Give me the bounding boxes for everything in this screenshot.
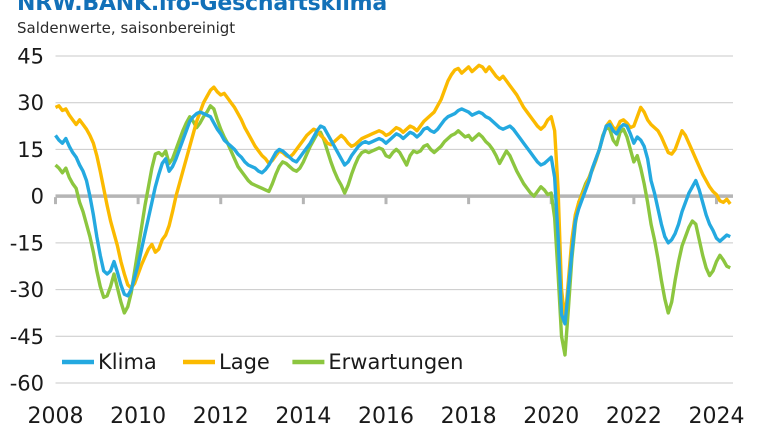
legend-label-erwartungen: Erwartungen (328, 350, 463, 374)
page-title: NRW.BANK.ifo-Geschäftsklima (17, 0, 388, 16)
y-axis-label: -15 (10, 231, 44, 255)
series-line-erwartungen (54, 104, 731, 357)
gridlines-group (55, 55, 733, 384)
x-axis-tickmarks (54, 197, 718, 205)
series-line-lage (54, 63, 732, 323)
x-axis-label: 2016 (358, 404, 414, 429)
x-axis-label: 2018 (441, 404, 497, 429)
y-axis-label: -45 (10, 325, 44, 349)
y-axis-tick-labels: 45 30 15 0 -15 -30 -45 -60 (10, 45, 44, 396)
y-axis-label: 0 (31, 185, 44, 209)
x-axis-label: 2014 (275, 404, 331, 429)
y-axis-label: 15 (17, 138, 44, 162)
x-axis-label: 2008 (28, 404, 84, 429)
chart-subtitle: Saldenwerte, saisonbereinigt (17, 19, 236, 37)
chart-legend: Klima Lage Erwartungen (62, 350, 463, 374)
x-axis-tick-labels: 2008 2010 2012 2014 2016 2018 2020 2022 2024 (28, 404, 745, 429)
x-axis-label: 2024 (688, 404, 744, 429)
y-axis-label: 30 (17, 91, 44, 115)
series-line-klima (54, 107, 731, 326)
legend-label-klima: Klima (98, 350, 157, 374)
x-axis-label: 2022 (606, 404, 662, 429)
x-axis-label: 2010 (110, 404, 166, 429)
y-axis-label: 45 (17, 45, 44, 69)
legend-label-lage: Lage (219, 350, 270, 374)
y-axis-label: -30 (10, 278, 44, 302)
x-axis-label: 2012 (193, 404, 249, 429)
data-series-group (54, 63, 732, 357)
x-axis-label: 2020 (523, 404, 579, 429)
y-axis-label: -60 (10, 372, 44, 396)
